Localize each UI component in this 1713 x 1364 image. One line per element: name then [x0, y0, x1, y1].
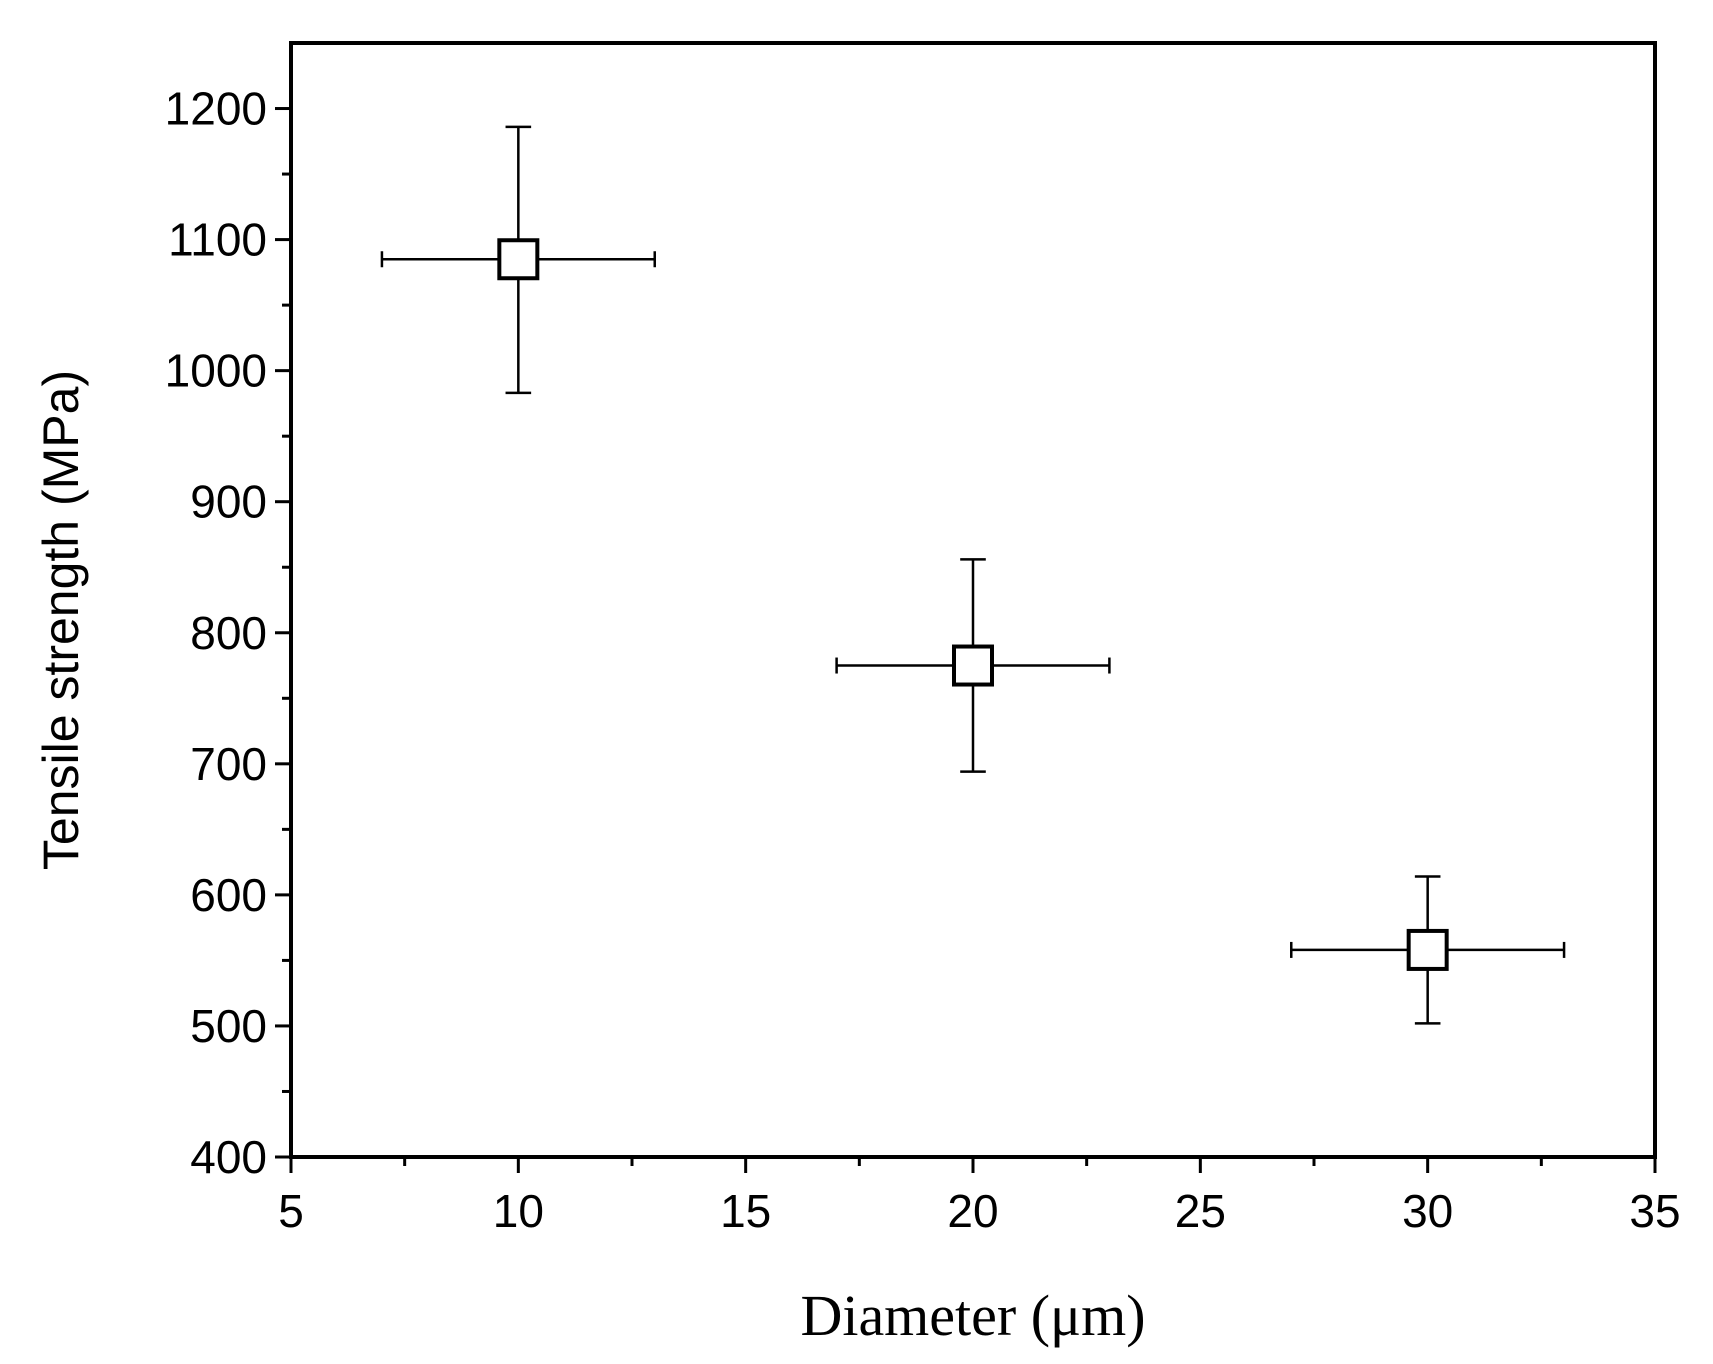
- data-point-marker: [952, 644, 994, 687]
- data-point-marker: [1406, 928, 1449, 971]
- x-tick-label: 35: [1629, 1185, 1680, 1237]
- y-tick-label: 1100: [168, 214, 267, 266]
- y-tick-label: 500: [190, 1000, 267, 1052]
- error-bars: [380, 125, 1566, 1025]
- data-point-marker: [497, 238, 540, 281]
- y-tick-label: 400: [190, 1131, 267, 1183]
- axes-layer: 5 10 15 20 25 30 35 400 500 600 700 800 900 1000 1100 1…: [165, 41, 1681, 1237]
- x-tick-label: 10: [493, 1185, 544, 1237]
- x-tick-label: 30: [1402, 1185, 1453, 1237]
- x-axis-title: Diameter (μm): [800, 1283, 1145, 1348]
- y-tick-label: 1000: [165, 345, 267, 397]
- y-axis-title: Tensile strength (MPa): [33, 370, 89, 870]
- y-tick-label: 1200: [165, 83, 267, 135]
- x-tick-label: 20: [947, 1185, 998, 1237]
- x-tick-label: 15: [720, 1185, 771, 1237]
- y-tick-label: 800: [190, 607, 267, 659]
- data-markers: [497, 238, 1449, 971]
- x-tick-label: 25: [1175, 1185, 1226, 1237]
- y-tick-label: 700: [190, 738, 267, 790]
- x-tick-label: 5: [278, 1185, 304, 1237]
- y-tick-label: 600: [190, 869, 267, 921]
- y-tick-label: 900: [190, 476, 267, 528]
